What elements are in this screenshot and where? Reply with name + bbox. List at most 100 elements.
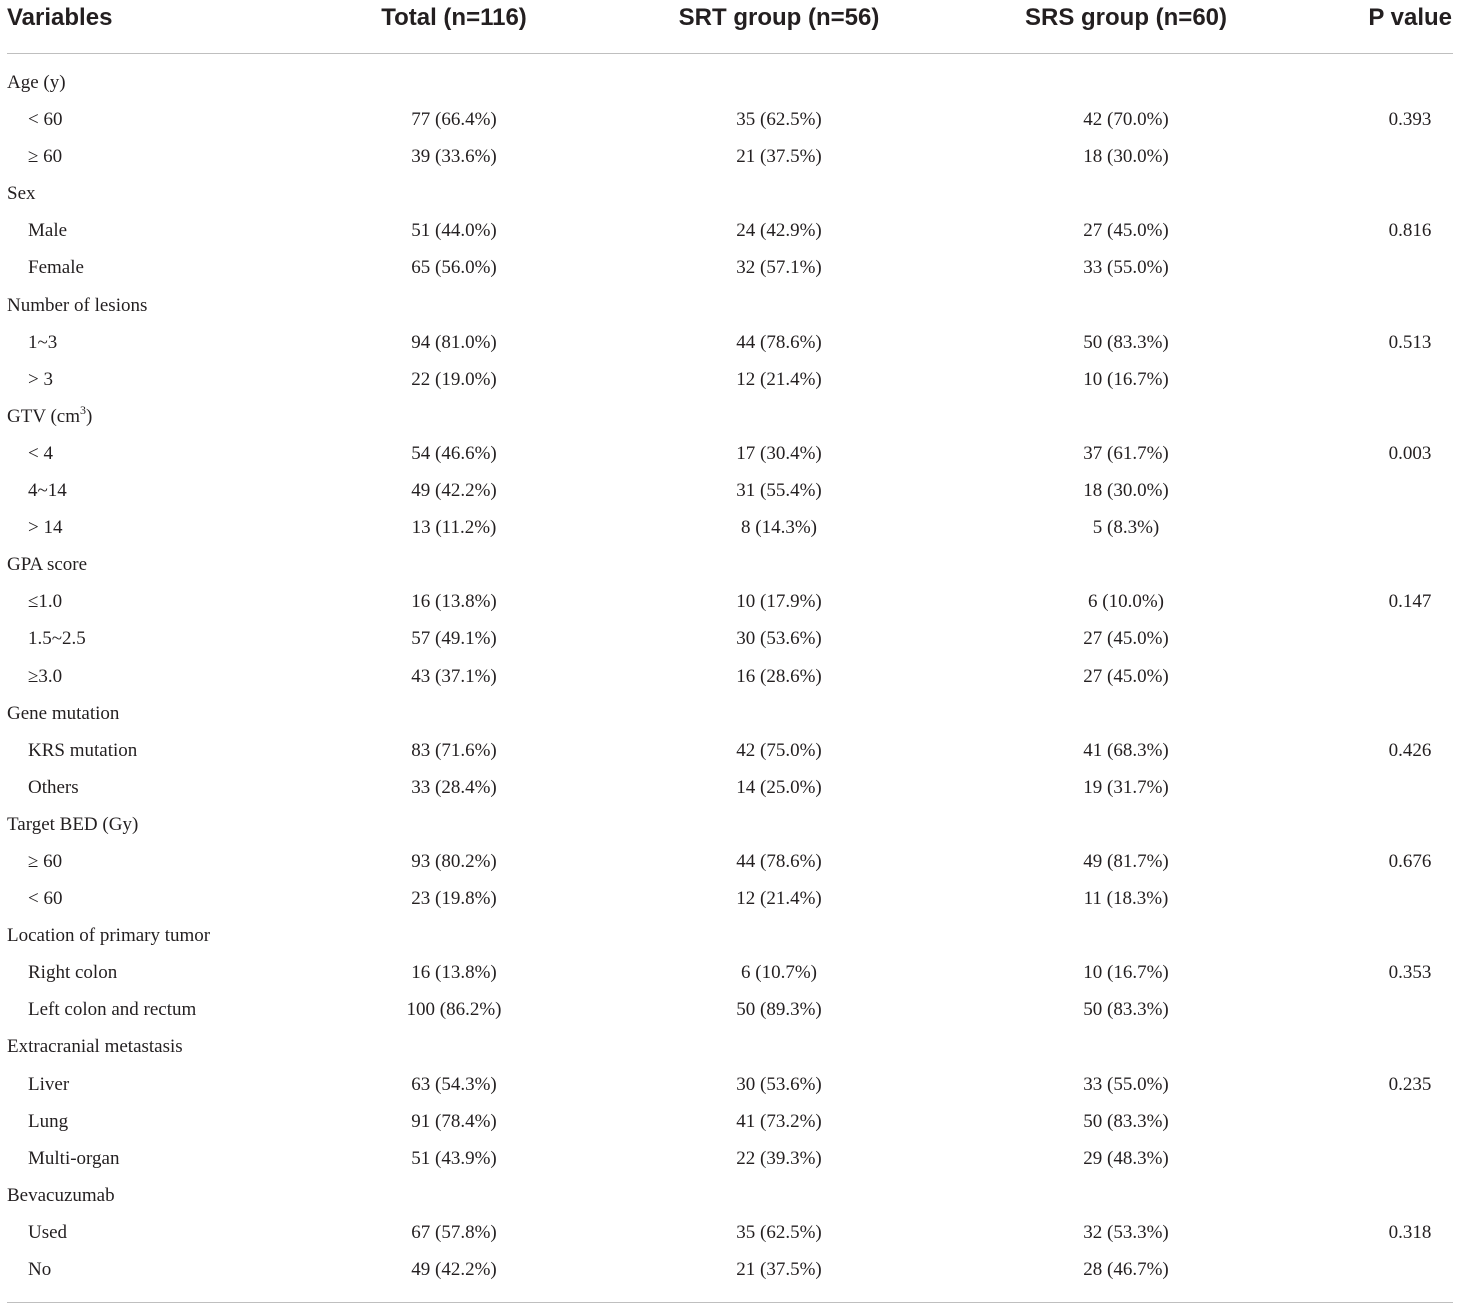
table-row: Right colon 16 (13.8%) 6 (10.7%) 10 (16.7%)… — [0, 956, 1460, 993]
srs-cell: 41 (68.3%) — [1083, 739, 1169, 761]
srt-cell: 35 (62.5%) — [736, 1221, 822, 1243]
total-cell: 16 (13.8%) — [411, 962, 497, 984]
table-row: Lung 91 (78.4%) 41 (73.2%) 50 (83.3%) — [0, 1105, 1460, 1142]
header-srs-group: SRS group (n=60) — [1024, 4, 1228, 31]
row-label: Male — [28, 220, 68, 242]
table-group-row: Extracranial metastasis — [0, 1030, 1460, 1067]
srs-cell: 10 (16.7%) — [1083, 962, 1169, 984]
srt-cell: 50 (89.3%) — [736, 999, 822, 1021]
srt-cell: 8 (14.3%) — [741, 517, 817, 539]
srt-cell: 22 (39.3%) — [736, 1147, 822, 1169]
header-total: Total (n=116) — [381, 4, 527, 31]
srt-cell: 21 (37.5%) — [736, 146, 822, 168]
srs-cell: 49 (81.7%) — [1083, 850, 1169, 872]
group-label: Extracranial metastasis — [7, 1036, 183, 1058]
group-label: GPA score — [7, 554, 88, 576]
row-label: 1~3 — [28, 331, 58, 353]
total-cell: 22 (19.0%) — [411, 368, 497, 390]
srs-cell: 5 (8.3%) — [1092, 517, 1160, 539]
srt-cell: 30 (53.6%) — [736, 628, 822, 650]
srs-cell: 10 (16.7%) — [1083, 368, 1169, 390]
row-label: 1.5~2.5 — [28, 628, 86, 650]
total-cell: 83 (71.6%) — [411, 739, 497, 761]
p-value-cell: 0.353 — [1388, 962, 1432, 984]
srt-cell: 14 (25.0%) — [736, 776, 822, 798]
row-label: No — [28, 1259, 52, 1280]
row-label: Used — [28, 1221, 68, 1243]
total-cell: 100 (86.2%) — [406, 999, 502, 1021]
total-cell: 57 (49.1%) — [411, 628, 497, 650]
srs-cell: 27 (45.0%) — [1083, 665, 1169, 687]
row-label: Right colon — [28, 962, 118, 984]
table-group-row: Sex — [0, 177, 1460, 214]
row-label: > 14 — [28, 517, 63, 539]
row-label: > 3 — [28, 368, 53, 390]
srt-cell: 16 (28.6%) — [736, 665, 822, 687]
srs-cell: 18 (30.0%) — [1083, 146, 1169, 168]
p-value-cell: 0.003 — [1388, 442, 1432, 464]
srs-cell: 50 (83.3%) — [1083, 1110, 1169, 1132]
srs-cell: 27 (45.0%) — [1083, 220, 1169, 242]
row-label: Others — [28, 776, 79, 798]
table-row: 1~3 94 (81.0%) 44 (78.6%) 50 (83.3%) 0.513 — [0, 326, 1460, 363]
total-cell: 65 (56.0%) — [411, 257, 497, 279]
table-group-row: Gene mutation — [0, 697, 1460, 734]
p-value-cell: 0.513 — [1388, 331, 1432, 353]
table-group-row: GTV (cm3) — [0, 400, 1460, 437]
total-cell: 63 (54.3%) — [411, 1073, 497, 1095]
srs-cell: 19 (31.7%) — [1083, 776, 1169, 798]
row-label: ≥ 60 — [28, 146, 63, 168]
total-cell: 49 (42.2%) — [411, 480, 497, 502]
table-row: 4~14 49 (42.2%) 31 (55.4%) 18 (30.0%) — [0, 474, 1460, 511]
p-value-cell: 0.393 — [1388, 109, 1432, 131]
table-row: Multi-organ 51 (43.9%) 22 (39.3%) 29 (48.3%… — [0, 1142, 1460, 1179]
srs-cell: 37 (61.7%) — [1083, 442, 1169, 464]
total-cell: 67 (57.8%) — [411, 1221, 497, 1243]
total-cell: 93 (80.2%) — [411, 850, 497, 872]
table-group-row: Bevacuzumab — [0, 1179, 1460, 1216]
row-label: Liver — [28, 1073, 70, 1095]
srt-cell: 10 (17.9%) — [736, 591, 822, 613]
table-row: < 60 77 (66.4%) 35 (62.5%) 42 (70.0%) 0.393 — [0, 103, 1460, 140]
srt-cell: 24 (42.9%) — [736, 220, 822, 242]
srs-cell: 33 (55.0%) — [1083, 257, 1169, 279]
srt-cell: 44 (78.6%) — [736, 850, 822, 872]
table-row: No 49 (42.2%) 21 (37.5%) 28 (46.7%) — [0, 1253, 1460, 1290]
table-row: > 14 13 (11.2%) 8 (14.3%) 5 (8.3%) — [0, 511, 1460, 548]
row-label: Lung — [28, 1110, 69, 1132]
p-value-cell: 0.318 — [1388, 1221, 1432, 1243]
table-group-row: Location of primary tumor — [0, 919, 1460, 956]
row-label: Left colon and rectum — [28, 999, 197, 1021]
row-label: 4~14 — [28, 480, 67, 502]
p-value-cell: 0.147 — [1388, 591, 1432, 613]
row-label: ≥3.0 — [28, 665, 63, 687]
srs-cell: 32 (53.3%) — [1083, 1221, 1169, 1243]
table-group-row: Number of lesions — [0, 289, 1460, 326]
srt-cell: 42 (75.0%) — [736, 739, 822, 761]
srs-cell: 29 (48.3%) — [1083, 1147, 1169, 1169]
total-cell: 94 (81.0%) — [411, 331, 497, 353]
srt-cell: 17 (30.4%) — [736, 442, 822, 464]
srt-cell: 41 (73.2%) — [736, 1110, 822, 1132]
p-value-cell: 0.676 — [1388, 850, 1432, 872]
total-cell: 51 (44.0%) — [411, 220, 497, 242]
srt-cell: 30 (53.6%) — [736, 1073, 822, 1095]
srs-cell: 6 (10.0%) — [1088, 591, 1164, 613]
group-label: Number of lesions — [7, 294, 148, 316]
table-header-row: Variables Total (n=116) SRT group (n=56)… — [0, 0, 1460, 40]
table-row: Others 33 (28.4%) 14 (25.0%) 19 (31.7%) — [0, 771, 1460, 808]
group-label: Gene mutation — [7, 702, 120, 724]
table-row: Liver 63 (54.3%) 30 (53.6%) 33 (55.0%) 0.235 — [0, 1068, 1460, 1105]
row-label: ≤1.0 — [28, 591, 63, 613]
total-cell: 54 (46.6%) — [411, 442, 497, 464]
srs-cell: 27 (45.0%) — [1083, 628, 1169, 650]
header-variables: Variables — [7, 4, 113, 31]
srt-cell: 12 (21.4%) — [736, 888, 822, 910]
table-row: KRS mutation 83 (71.6%) 42 (75.0%) 41 (68.3… — [0, 734, 1460, 771]
p-value-cell: 0.426 — [1388, 739, 1432, 761]
row-label: ≥ 60 — [28, 850, 63, 872]
table-row: Female 65 (56.0%) 32 (57.1%) 33 (55.0%) — [0, 251, 1460, 288]
total-cell: 43 (37.1%) — [411, 665, 497, 687]
group-label: Bevacuzumab — [7, 1184, 115, 1206]
table-row: Left colon and rectum 100 (86.2%) 50 (89.3… — [0, 993, 1460, 1030]
